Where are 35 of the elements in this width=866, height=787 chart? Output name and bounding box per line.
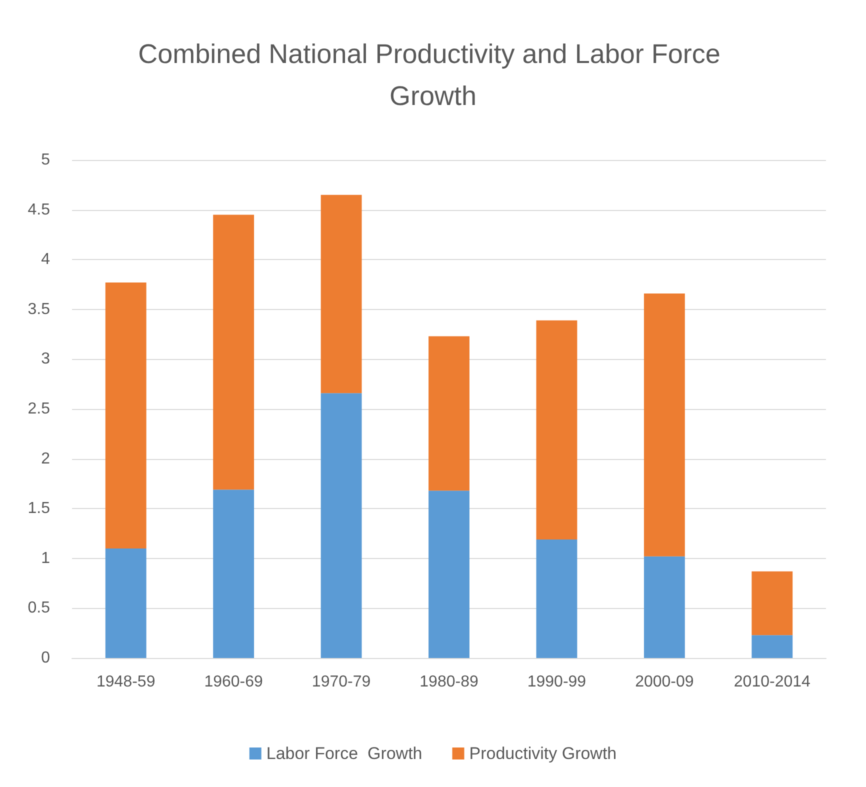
chart-title: Combined National Productivity and Labor Force Growth — [138, 39, 728, 111]
y-tick-label: 1.5 — [28, 500, 50, 518]
legend-label: Productivity Growth — [469, 744, 617, 763]
bar — [752, 571, 793, 636]
bar — [752, 635, 793, 658]
x-tick-label: 1948-59 — [96, 674, 156, 690]
x-tick-label: 1970-79 — [312, 674, 371, 690]
bar — [320, 393, 362, 658]
bar — [213, 490, 254, 658]
bar — [644, 293, 685, 556]
x-tick-label: 1980-89 — [420, 674, 478, 690]
y-tick-label: 4.5 — [28, 201, 50, 218]
bar — [428, 336, 470, 491]
y-tick-label: 3.5 — [28, 300, 50, 318]
bar — [213, 214, 254, 490]
y-tick-label: 0 — [41, 650, 50, 666]
x-tick-label: 1990-99 — [527, 674, 586, 690]
bar — [428, 490, 470, 658]
y-tick-label: 0.5 — [28, 600, 50, 617]
y-tick-label: 2.5 — [28, 400, 50, 418]
y-tick-label: 4 — [41, 251, 50, 268]
legend-label: Labor Force Growth — [266, 744, 422, 763]
y-tick-label: 5 — [41, 152, 50, 168]
y-tick-label: 1 — [41, 550, 50, 567]
bar — [105, 548, 146, 658]
bar — [320, 194, 362, 394]
x-tick-label: 2000-09 — [635, 674, 694, 690]
bar — [536, 539, 578, 658]
bar — [644, 556, 685, 658]
bar — [105, 282, 146, 548]
x-tick-label: 2010-2014 — [734, 674, 810, 690]
y-tick-label: 3 — [41, 350, 50, 368]
y-tick-label: 2 — [41, 450, 50, 468]
bar — [536, 320, 578, 540]
x-tick-label: 1960-69 — [204, 674, 264, 690]
